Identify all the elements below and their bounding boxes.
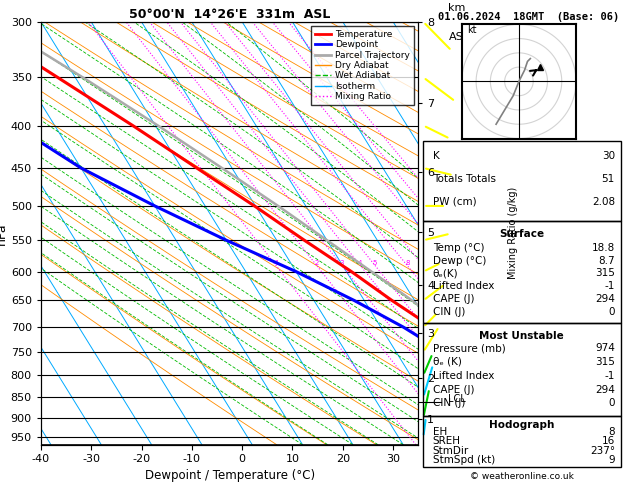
Text: © weatheronline.co.uk: © weatheronline.co.uk [470, 472, 574, 481]
Text: CIN (J): CIN (J) [433, 307, 465, 316]
Text: 18.8: 18.8 [592, 243, 615, 253]
Text: LCL: LCL [448, 394, 466, 404]
Text: ASL: ASL [448, 33, 469, 42]
Text: 2.08: 2.08 [592, 197, 615, 207]
Text: 8: 8 [405, 260, 409, 265]
Text: 0: 0 [608, 307, 615, 316]
Text: 9: 9 [608, 455, 615, 466]
Title: 50°00'N  14°26'E  331m  ASL: 50°00'N 14°26'E 331m ASL [129, 8, 330, 21]
Text: Lifted Index: Lifted Index [433, 281, 494, 291]
Text: 1: 1 [274, 260, 278, 265]
Text: -1: -1 [604, 371, 615, 381]
Text: CIN (J): CIN (J) [433, 399, 465, 408]
Text: 8: 8 [608, 427, 615, 437]
Legend: Temperature, Dewpoint, Parcel Trajectory, Dry Adiabat, Wet Adiabat, Isotherm, Mi: Temperature, Dewpoint, Parcel Trajectory… [311, 26, 414, 104]
Y-axis label: hPa: hPa [0, 222, 8, 244]
Text: 315: 315 [595, 268, 615, 278]
Text: -1: -1 [604, 281, 615, 291]
Text: Mixing Ratio (g/kg): Mixing Ratio (g/kg) [508, 187, 518, 279]
Text: θₑ(K): θₑ(K) [433, 268, 458, 278]
X-axis label: Dewpoint / Temperature (°C): Dewpoint / Temperature (°C) [145, 469, 314, 482]
Text: 315: 315 [595, 357, 615, 367]
Text: 4: 4 [358, 260, 362, 265]
Text: 51: 51 [601, 174, 615, 184]
Text: Hodograph: Hodograph [489, 419, 554, 430]
Text: 3: 3 [340, 260, 344, 265]
Text: 16: 16 [601, 436, 615, 446]
Text: 0: 0 [608, 399, 615, 408]
Text: 237°: 237° [590, 446, 615, 456]
Text: Surface: Surface [499, 229, 544, 239]
Text: K: K [433, 151, 439, 161]
Text: Pressure (mb): Pressure (mb) [433, 343, 505, 353]
Text: StmDir: StmDir [433, 446, 469, 456]
Text: km: km [448, 3, 466, 14]
Text: 294: 294 [595, 294, 615, 304]
Text: Lifted Index: Lifted Index [433, 371, 494, 381]
Text: 2: 2 [314, 260, 319, 265]
Text: EH: EH [433, 427, 447, 437]
Text: StmSpd (kt): StmSpd (kt) [433, 455, 495, 466]
Text: 01.06.2024  18GMT  (Base: 06): 01.06.2024 18GMT (Base: 06) [438, 12, 619, 22]
Text: kt: kt [467, 25, 477, 35]
Text: PW (cm): PW (cm) [433, 197, 476, 207]
Text: 5: 5 [373, 260, 377, 265]
Text: 8.7: 8.7 [598, 256, 615, 265]
Text: CAPE (J): CAPE (J) [433, 294, 474, 304]
Text: θₑ (K): θₑ (K) [433, 357, 462, 367]
Text: Totals Totals: Totals Totals [433, 174, 496, 184]
Text: Temp (°C): Temp (°C) [433, 243, 484, 253]
Text: Dewp (°C): Dewp (°C) [433, 256, 486, 265]
Text: 294: 294 [595, 384, 615, 395]
Text: SREH: SREH [433, 436, 460, 446]
Text: 30: 30 [602, 151, 615, 161]
Text: 974: 974 [595, 343, 615, 353]
Text: CAPE (J): CAPE (J) [433, 384, 474, 395]
Text: Most Unstable: Most Unstable [479, 330, 564, 341]
